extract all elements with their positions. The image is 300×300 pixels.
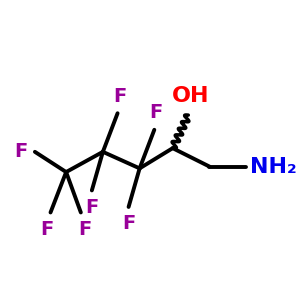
Text: F: F (40, 220, 53, 239)
Text: F: F (14, 142, 28, 161)
Text: OH: OH (171, 86, 209, 106)
Text: F: F (122, 214, 135, 233)
Text: F: F (113, 87, 126, 106)
Text: F: F (85, 198, 98, 217)
Text: NH₂: NH₂ (250, 157, 297, 176)
Text: F: F (78, 220, 91, 239)
Text: F: F (149, 103, 163, 122)
